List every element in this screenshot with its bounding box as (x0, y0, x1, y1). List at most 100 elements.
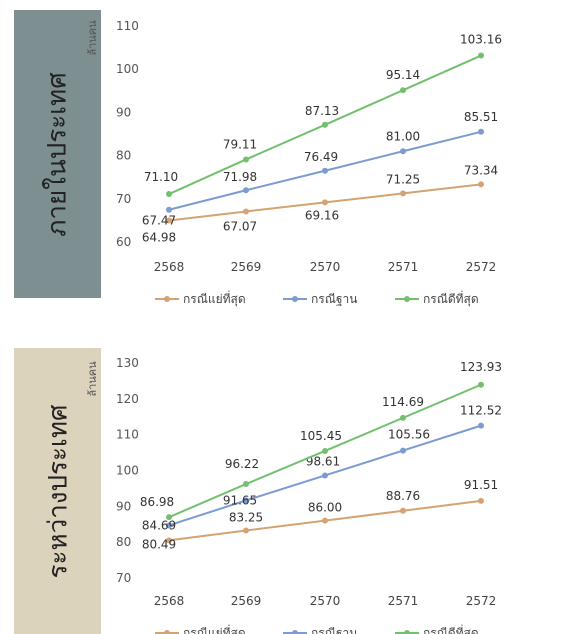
y-tick-label: 130 (116, 356, 139, 370)
data-point (400, 87, 406, 94)
data-point (322, 121, 328, 128)
data-point (322, 199, 328, 206)
domestic-line-chart: ล้านคน 60 70 80 90 100 110 2568 2569 2570 2571 2572… (86, 19, 502, 307)
data-point (243, 208, 249, 215)
data-point (243, 527, 249, 534)
data-label: 91.51 (464, 478, 498, 492)
x-tick-label: 2571 (388, 594, 419, 608)
y-tick-label: 70 (116, 192, 131, 206)
side-label-box: ระหว่างประเทศ (14, 348, 101, 634)
data-label: 85.51 (464, 110, 498, 124)
data-label: 71.10 (144, 170, 178, 184)
x-tick-label: 2568 (154, 594, 185, 608)
data-point (243, 481, 249, 488)
data-label: 112.52 (460, 404, 502, 418)
data-label: 96.22 (225, 457, 259, 471)
data-point (166, 514, 172, 521)
data-point (478, 181, 484, 188)
data-label: 114.69 (382, 395, 424, 409)
data-label: 84.69 (142, 518, 176, 532)
legend-label: กรณีฐาน (311, 292, 357, 306)
data-label: 81.00 (386, 129, 420, 143)
y-tick-label: 90 (116, 499, 131, 513)
y-tick-label: 100 (116, 62, 139, 76)
data-point (322, 517, 328, 524)
x-tick-label: 2570 (310, 260, 341, 274)
legend-label: กรณีแย่ที่สุด (183, 290, 246, 307)
legend-marker (404, 630, 410, 634)
data-point (243, 156, 249, 163)
x-tick-label: 2570 (310, 594, 341, 608)
x-tick-label: 2568 (154, 260, 185, 274)
data-point (400, 148, 406, 155)
data-label: 88.76 (386, 489, 420, 503)
legend-label: กรณีแย่ที่สุด (183, 624, 246, 634)
data-point (322, 447, 328, 454)
international-chart-panel: ระหว่างประเทศ ล้านคน 70 80 90 100 110 120 130 25… (0, 340, 563, 634)
data-point (243, 497, 249, 504)
data-label: 86.00 (308, 501, 342, 515)
legend-marker (164, 296, 170, 302)
data-label: 87.13 (305, 104, 339, 118)
x-tick-label: 2572 (466, 594, 497, 608)
x-tick-label: 2571 (388, 260, 419, 274)
y-tick-label: 100 (116, 464, 139, 478)
y-tick-label: 120 (116, 392, 139, 406)
data-point (478, 381, 484, 388)
y-axis-label: ล้านคน (86, 20, 99, 56)
data-point (243, 187, 249, 194)
international-line-chart: ล้านคน 70 80 90 100 110 120 130 2568 2569 2570 2571… (86, 356, 502, 634)
y-tick-label: 70 (116, 571, 131, 585)
x-tick-label: 2572 (466, 260, 497, 274)
data-label: 80.49 (142, 537, 176, 551)
data-point (400, 190, 406, 197)
data-label: 105.56 (388, 428, 430, 442)
domestic-chart-panel: ภายในประเทศ ล้านคน 60 70 80 90 100 110 2568 2569… (0, 0, 563, 310)
data-point (478, 497, 484, 504)
y-tick-label: 110 (116, 19, 139, 33)
data-label: 91.65 (223, 493, 257, 507)
data-label: 71.98 (223, 170, 257, 184)
y-tick-label: 80 (116, 535, 131, 549)
data-point (166, 522, 172, 529)
data-point (478, 128, 484, 135)
y-tick-label: 60 (116, 235, 131, 249)
data-label: 105.45 (300, 429, 342, 443)
data-label: 76.49 (304, 150, 338, 164)
data-label: 83.25 (229, 511, 263, 525)
legend-label: กรณีดีที่สุด (423, 290, 479, 307)
data-label: 71.25 (386, 172, 420, 186)
legend-marker (292, 296, 298, 302)
data-point (478, 422, 484, 429)
y-tick-label: 90 (116, 105, 131, 119)
data-label: 67.47 (142, 214, 176, 228)
data-point (322, 167, 328, 174)
data-label: 95.14 (386, 68, 420, 82)
x-tick-label: 2569 (231, 260, 262, 274)
data-label: 79.11 (223, 137, 257, 151)
legend-label: กรณีดีที่สุด (423, 624, 479, 634)
x-tick-label: 2569 (231, 594, 262, 608)
side-label-box: ภายในประเทศ (14, 10, 101, 298)
y-axis-label: ล้านคน (86, 361, 99, 397)
legend-marker (292, 630, 298, 634)
data-label: 67.07 (223, 219, 257, 233)
data-point (166, 191, 172, 198)
data-label: 73.34 (464, 163, 498, 177)
y-tick-label: 110 (116, 428, 139, 442)
data-point (166, 206, 172, 213)
data-label: 98.61 (306, 454, 340, 468)
data-point (478, 52, 484, 59)
legend-marker (164, 630, 170, 634)
data-point (166, 217, 172, 224)
data-point (166, 537, 172, 544)
data-label: 103.16 (460, 33, 502, 47)
data-label: 64.98 (142, 230, 176, 244)
legend-marker (404, 296, 410, 302)
data-point (400, 447, 406, 454)
data-label: 69.16 (305, 208, 339, 222)
data-point (322, 472, 328, 479)
data-label: 86.98 (140, 495, 174, 509)
data-point (400, 507, 406, 514)
legend-label: กรณีฐาน (311, 626, 357, 634)
